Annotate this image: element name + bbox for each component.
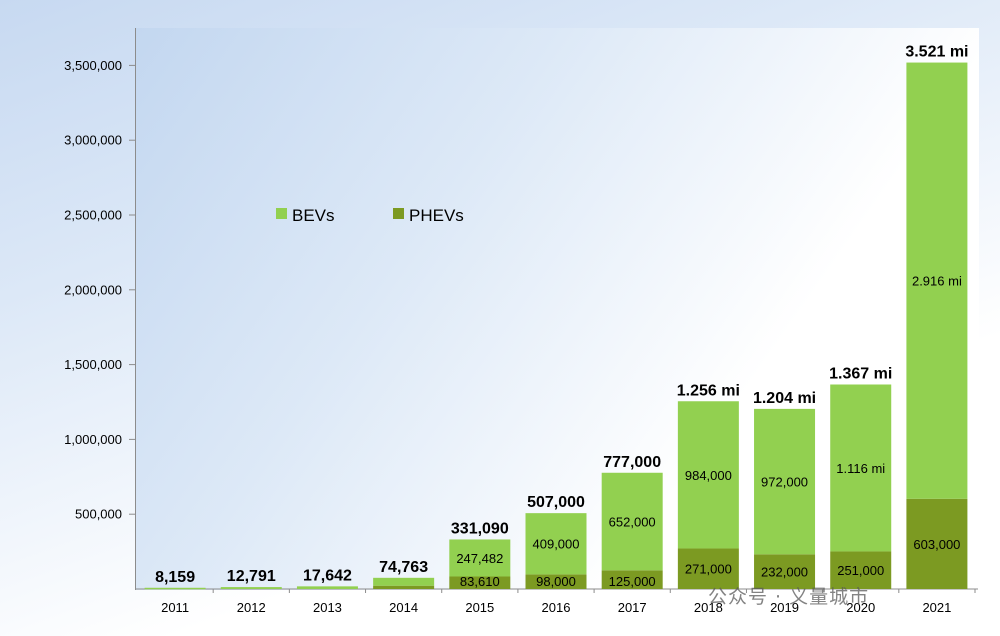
- legend-label-phevs: PHEVs: [409, 206, 464, 225]
- x-tick-label: 2011: [161, 600, 189, 615]
- bar-segment-bev: [296, 586, 358, 589]
- x-tick-label: 2018: [694, 600, 723, 615]
- bar-segment-bev: [449, 539, 511, 577]
- bar-segment-bev: [144, 587, 206, 590]
- watermark-text: 公众号 · 义量城市: [708, 586, 870, 608]
- total-value-label: 74,763: [379, 559, 428, 576]
- phev-value-label: 251,000: [837, 563, 884, 578]
- total-value-label: 331,090: [451, 520, 509, 537]
- bev-value-label: 1.116 mi: [836, 461, 885, 476]
- bar-segment-bev: [220, 587, 282, 589]
- x-tick-label: 2015: [465, 600, 494, 615]
- bev-value-label: 409,000: [533, 537, 580, 552]
- y-tick-label: 1,000,000: [64, 432, 122, 447]
- bev-value-label: 652,000: [609, 515, 656, 530]
- total-value-label: 17,642: [303, 567, 352, 584]
- phev-value-label: 98,000: [536, 574, 576, 589]
- x-tick-label: 2020: [846, 600, 875, 615]
- y-tick-label: 2,500,000: [64, 208, 122, 223]
- bar-segment-phev: [449, 576, 511, 589]
- phev-value-label: 603,000: [913, 537, 960, 552]
- total-value-label: 3.521 mi: [905, 44, 968, 61]
- legend-swatch-bevs: [276, 208, 287, 219]
- total-value-label: 1.256 mi: [677, 382, 740, 399]
- bar-segment-bev: [373, 577, 435, 586]
- x-tick-label: 2019: [770, 600, 799, 615]
- phev-value-label: 271,000: [685, 562, 732, 577]
- bev-value-label: 972,000: [761, 475, 808, 490]
- x-tick-label: 2016: [542, 600, 571, 615]
- bev-value-label: 984,000: [685, 468, 732, 483]
- y-tick-label: 1,500,000: [64, 357, 122, 372]
- x-tick-label: 2021: [922, 600, 951, 615]
- bar-segment-phev: [677, 548, 739, 589]
- bar-segment-bev: [754, 408, 816, 555]
- bar-segment-bev: [601, 472, 663, 571]
- phev-value-label: 232,000: [761, 565, 808, 580]
- y-tick-label: 2,000,000: [64, 282, 122, 297]
- bar-segment-bev: [525, 513, 587, 575]
- x-tick-label: 2017: [618, 600, 647, 615]
- total-value-label: 8,159: [155, 569, 195, 586]
- bar-segment-phev: [601, 570, 663, 589]
- bar-segment-phev: [906, 498, 968, 589]
- y-tick-label: 500,000: [75, 507, 122, 522]
- x-tick-label: 2014: [389, 600, 418, 615]
- bar-segment-phev: [754, 554, 816, 589]
- legend-label-bevs: BEVs: [292, 206, 335, 225]
- phev-value-label: 125,000: [609, 574, 656, 589]
- y-tick-label: 3,500,000: [64, 58, 122, 73]
- x-tick-label: 2013: [313, 600, 342, 615]
- bar-segment-bev: [906, 62, 968, 499]
- total-value-label: 12,791: [227, 568, 276, 585]
- bev-value-label: 2.916 mi: [912, 274, 962, 289]
- bar-segment-phev: [373, 585, 435, 589]
- bar-segment-bev: [830, 384, 892, 552]
- total-value-label: 1.367 mi: [829, 365, 892, 382]
- y-tick-label: 3,000,000: [64, 133, 122, 148]
- bar-segment-phev: [525, 574, 587, 589]
- total-value-label: 777,000: [603, 454, 661, 471]
- x-tick-label: 2012: [237, 600, 266, 615]
- phev-value-label: 83,610: [460, 574, 500, 589]
- total-value-label: 1.204 mi: [753, 390, 816, 407]
- total-value-label: 507,000: [527, 494, 585, 511]
- bar-segment-phev: [830, 551, 892, 589]
- bev-value-label: 247,482: [456, 551, 503, 566]
- bar-segment-bev: [677, 401, 739, 549]
- legend-swatch-phevs: [393, 208, 404, 219]
